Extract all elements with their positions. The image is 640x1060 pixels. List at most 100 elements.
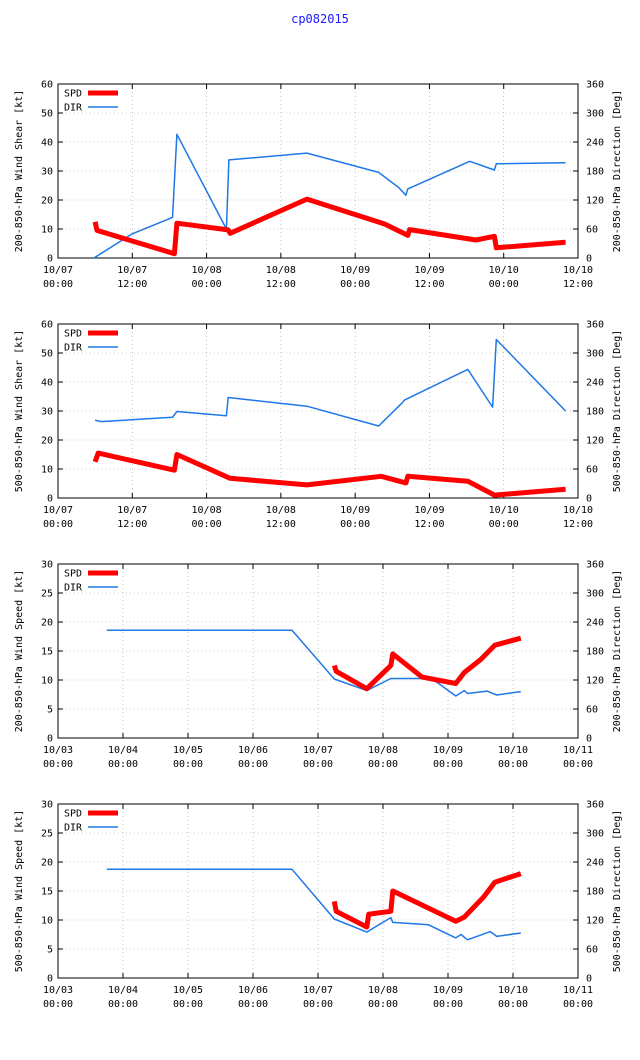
x-tick-label: 10/07 <box>43 265 73 276</box>
x-tick-label: 10/07 <box>43 505 73 516</box>
y2-tick-label: 60 <box>586 465 598 476</box>
y-tick-label: 25 <box>41 829 53 840</box>
y-axis-label: 500-850-hPa Wind Speed [kt] <box>14 810 25 973</box>
y-tick-label: 10 <box>41 916 53 927</box>
x-tick-label: 10/03 <box>43 745 73 756</box>
x-tick-label: 10/09 <box>414 505 444 516</box>
y-axis-label: 200-850-hPa Wind Shear [kt] <box>14 90 25 253</box>
x-tick-label: 10/11 <box>563 985 593 996</box>
y2-tick-label: 240 <box>586 858 604 869</box>
x-tick-label: 10/06 <box>238 745 268 756</box>
y2-tick-label: 240 <box>586 138 604 149</box>
x-tick-label: 10/04 <box>108 985 138 996</box>
x-tick-label: 12:00 <box>563 519 593 530</box>
y2-tick-label: 360 <box>586 800 604 811</box>
x-tick-label: 00:00 <box>489 519 519 530</box>
x-tick-label: 00:00 <box>43 999 73 1010</box>
legend-label-dir: DIR <box>64 343 83 354</box>
chart-shear-500-850: 10/07 00:00 10/07 12:00 10/08 00:00 10/08 12:00… <box>14 320 623 531</box>
series-line-spd <box>331 635 522 692</box>
y2-tick-label: 180 <box>586 407 604 418</box>
x-tick-label: 00:00 <box>303 999 333 1010</box>
y2-tick-label: 360 <box>586 560 604 571</box>
y2-tick-label: 120 <box>586 196 604 207</box>
y2-tick-label: 180 <box>586 167 604 178</box>
y-tick-label: 20 <box>41 436 53 447</box>
x-tick-label: 00:00 <box>303 759 333 770</box>
legend-label-spd: SPD <box>64 569 82 580</box>
y2-tick-label: 0 <box>586 974 592 985</box>
x-tick-label: 10/10 <box>489 505 519 516</box>
y2-tick-label: 60 <box>586 945 598 956</box>
y-tick-label: 60 <box>41 80 53 91</box>
y2-tick-label: 180 <box>586 887 604 898</box>
y-tick-label: 60 <box>41 320 53 331</box>
y-tick-label: 15 <box>41 887 53 898</box>
y2-tick-label: 300 <box>586 109 604 120</box>
x-tick-label: 00:00 <box>340 279 370 290</box>
y2-tick-label: 60 <box>586 225 598 236</box>
x-tick-label: 10/05 <box>173 985 203 996</box>
x-tick-label: 10/08 <box>266 505 296 516</box>
x-tick-label: 10/06 <box>238 985 268 996</box>
x-tick-label: 10/07 <box>117 265 147 276</box>
x-tick-label: 10/08 <box>192 265 222 276</box>
y-tick-label: 20 <box>41 618 53 629</box>
chart-speed-200-850: 10/03 00:00 10/04 00:00 10/05 00:00 10/06 00:00… <box>14 560 623 771</box>
x-tick-label: 00:00 <box>43 759 73 770</box>
y2-tick-label: 120 <box>586 676 604 687</box>
x-tick-label: 00:00 <box>238 759 268 770</box>
x-tick-label: 12:00 <box>414 279 444 290</box>
y2-tick-label: 360 <box>586 80 604 91</box>
y-tick-label: 10 <box>41 225 53 236</box>
x-tick-label: 00:00 <box>498 999 528 1010</box>
y-tick-label: 30 <box>41 167 53 178</box>
x-tick-label: 00:00 <box>340 519 370 530</box>
legend-label-spd: SPD <box>64 329 82 340</box>
x-tick-label: 10/09 <box>414 265 444 276</box>
x-tick-label: 12:00 <box>563 279 593 290</box>
x-tick-label: 10/08 <box>192 505 222 516</box>
series-line-dir <box>106 629 521 697</box>
x-tick-label: 00:00 <box>43 279 73 290</box>
x-tick-label: 10/09 <box>340 505 370 516</box>
y-tick-label: 30 <box>41 560 53 571</box>
x-tick-label: 12:00 <box>117 279 147 290</box>
x-tick-label: 12:00 <box>266 279 296 290</box>
y-tick-label: 5 <box>47 945 53 956</box>
x-tick-label: 00:00 <box>108 759 138 770</box>
legend-label-dir: DIR <box>64 823 83 834</box>
x-tick-label: 10/07 <box>303 745 333 756</box>
x-tick-label: 00:00 <box>43 519 73 530</box>
x-tick-label: 00:00 <box>489 279 519 290</box>
y-axis-label: 500-850-hPa Wind Shear [kt] <box>14 330 25 493</box>
y-tick-label: 0 <box>47 494 53 505</box>
x-tick-label: 10/10 <box>489 265 519 276</box>
legend-label-spd: SPD <box>64 89 82 100</box>
x-tick-label: 00:00 <box>173 759 203 770</box>
series-line-dir <box>94 338 567 427</box>
legend-label-dir: DIR <box>64 103 83 114</box>
series-line-spd <box>331 871 522 930</box>
y-tick-label: 10 <box>41 676 53 687</box>
y-tick-label: 0 <box>47 974 53 985</box>
page-title: cp082015 <box>291 12 349 26</box>
chart-speed-500-850: 10/03 00:00 10/04 00:00 10/05 00:00 10/06 00:00… <box>14 800 623 1011</box>
series-line-dir <box>106 868 521 941</box>
x-tick-label: 00:00 <box>238 999 268 1010</box>
y-tick-label: 40 <box>41 138 53 149</box>
y-tick-label: 50 <box>41 109 53 120</box>
x-tick-label: 10/08 <box>266 265 296 276</box>
series-line-dir <box>93 133 566 259</box>
x-tick-label: 00:00 <box>108 999 138 1010</box>
x-tick-label: 00:00 <box>563 759 593 770</box>
x-tick-label: 10/10 <box>498 985 528 996</box>
y-tick-label: 40 <box>41 378 53 389</box>
x-tick-label: 00:00 <box>192 519 222 530</box>
x-tick-label: 00:00 <box>433 759 463 770</box>
x-tick-label: 00:00 <box>433 999 463 1010</box>
x-tick-label: 00:00 <box>563 999 593 1010</box>
x-tick-label: 10/10 <box>563 265 593 276</box>
x-tick-label: 10/05 <box>173 745 203 756</box>
